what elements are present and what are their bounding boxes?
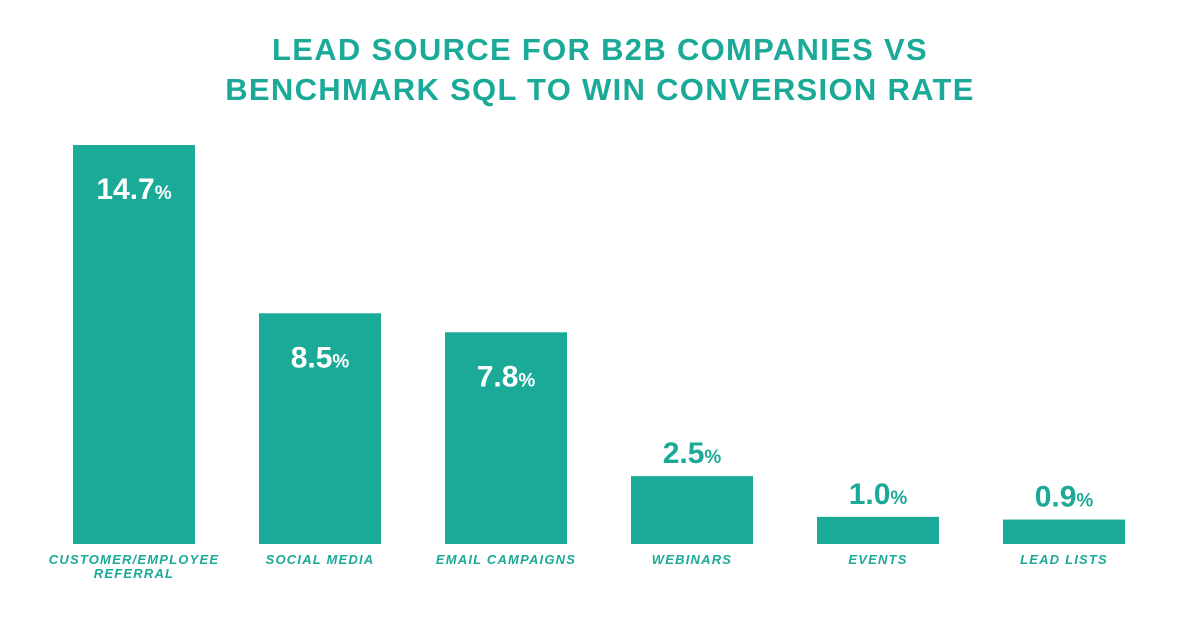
value-percent-sign: % xyxy=(704,447,721,468)
bar-5 xyxy=(1003,519,1125,544)
bar-4 xyxy=(817,516,939,544)
value-percent-sign: % xyxy=(155,183,172,204)
category-label-4: EVENTS xyxy=(848,552,907,567)
chart-title-line-1: LEAD SOURCE FOR B2B COMPANIES VS xyxy=(272,32,928,67)
value-percent-sign: % xyxy=(518,370,535,391)
category-label-line: EVENTS xyxy=(848,552,907,567)
category-label-line: WEBINARS xyxy=(652,552,732,567)
category-label-line: REFERRAL xyxy=(94,566,174,581)
value-number: 0.9 xyxy=(1035,481,1077,514)
value-label-3: 2.5% xyxy=(663,437,722,470)
chart-title: LEAD SOURCE FOR B2B COMPANIES VS BENCHMA… xyxy=(0,30,1200,110)
value-number: 8.5 xyxy=(291,341,333,374)
value-label-2: 7.8% xyxy=(477,360,536,393)
category-label-1: SOCIAL MEDIA xyxy=(266,552,375,567)
chart-title-line-2: BENCHMARK SQL TO WIN CONVERSION RATE xyxy=(225,72,975,107)
category-label-line: SOCIAL MEDIA xyxy=(266,552,375,567)
value-percent-sign: % xyxy=(890,488,907,509)
value-number: 2.5 xyxy=(663,437,705,470)
category-label-5: LEAD LISTS xyxy=(1020,552,1108,567)
value-label-4: 1.0% xyxy=(849,478,908,511)
value-percent-sign: % xyxy=(332,351,349,372)
category-label-line: LEAD LISTS xyxy=(1020,552,1108,567)
value-label-1: 8.5% xyxy=(291,341,350,374)
bar-1 xyxy=(259,313,381,544)
value-number: 14.7 xyxy=(96,173,154,206)
value-label-5: 0.9% xyxy=(1035,481,1094,514)
category-label-line: CUSTOMER/EMPLOYEE xyxy=(49,552,219,567)
category-label-0: CUSTOMER/EMPLOYEE REFERRAL xyxy=(49,552,219,581)
value-label-0: 14.7% xyxy=(96,173,171,206)
category-label-3: WEBINARS xyxy=(652,552,732,567)
value-number: 7.8 xyxy=(477,360,519,393)
value-number: 1.0 xyxy=(849,478,891,511)
category-label-2: EMAIL CAMPAIGNS xyxy=(436,552,576,567)
bar-0 xyxy=(73,145,195,544)
category-label-line: EMAIL CAMPAIGNS xyxy=(436,552,576,567)
bar-3 xyxy=(631,476,753,544)
bar-2 xyxy=(445,332,567,544)
value-percent-sign: % xyxy=(1076,491,1093,512)
